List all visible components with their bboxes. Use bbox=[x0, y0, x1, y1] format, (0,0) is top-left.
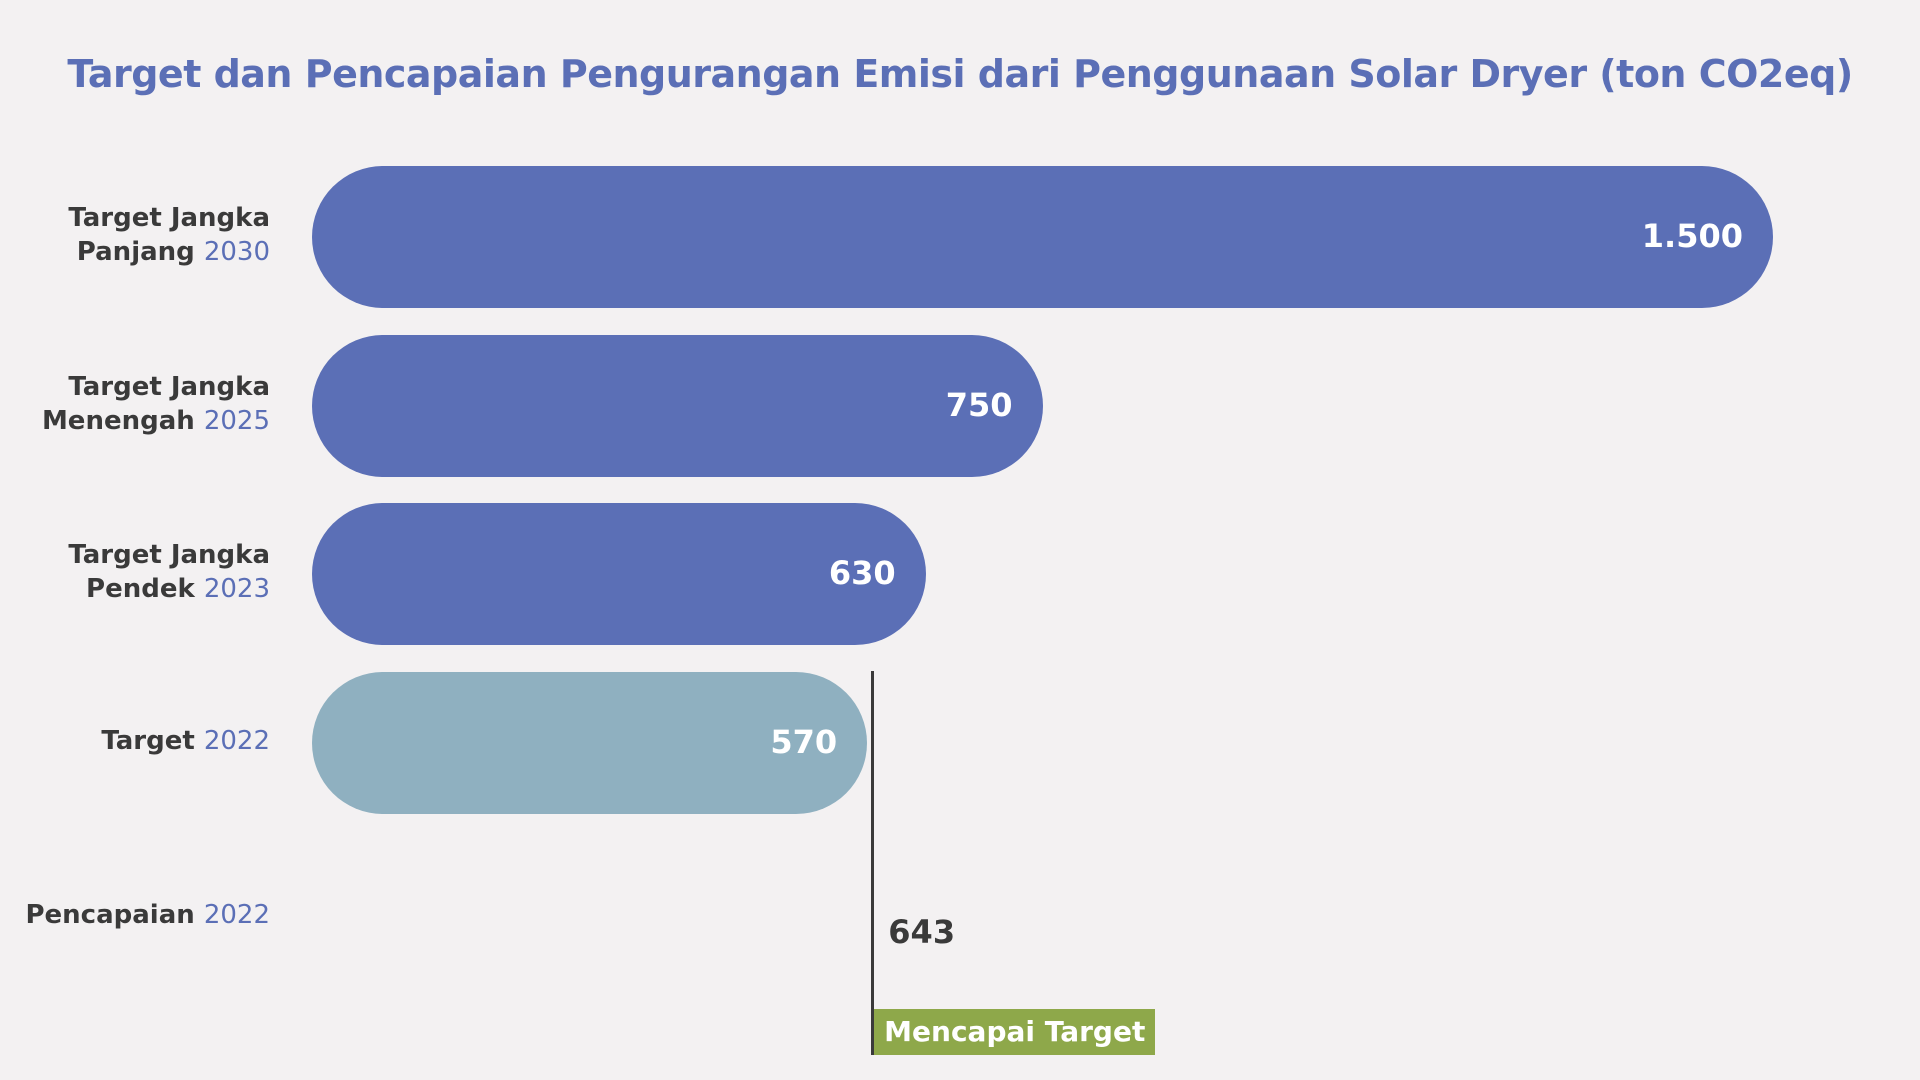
category-year: 2030 bbox=[203, 237, 270, 267]
bar bbox=[312, 166, 1773, 308]
achievement-value-label: 643 bbox=[888, 913, 956, 951]
category-name: Target Jangka Panjang bbox=[68, 203, 270, 267]
bar-value-label: 570 bbox=[770, 722, 838, 761]
category-label: Target 2022 bbox=[10, 724, 270, 758]
bar bbox=[312, 334, 1043, 477]
category-label: Target Jangka Menengah 2025 bbox=[10, 370, 270, 438]
bar bbox=[312, 503, 926, 645]
category-year: 2025 bbox=[203, 405, 270, 436]
category-name: Target Jangka Pendek bbox=[68, 540, 270, 604]
category-label: Target Jangka Pendek 2023 bbox=[10, 538, 270, 606]
category-name: Target Jangka Menengah bbox=[41, 371, 270, 436]
category-year: 2023 bbox=[203, 574, 270, 604]
bar-value-label: 630 bbox=[828, 554, 896, 592]
bar-value-label: 1.500 bbox=[1641, 217, 1743, 255]
category-year: 2022 bbox=[203, 725, 270, 756]
category-name: Target bbox=[101, 725, 204, 756]
bar bbox=[312, 671, 868, 814]
category-year: 2022 bbox=[203, 900, 270, 930]
reference-badge: Mencapai Target bbox=[874, 1009, 1156, 1055]
category-label: Target Jangka Panjang 2030 bbox=[10, 201, 270, 269]
chart-title: Target dan Pencapaian Pengurangan Emisi … bbox=[67, 52, 1853, 96]
category-name: Pencapaian bbox=[25, 900, 204, 930]
category-label: Pencapaian 2022 bbox=[10, 898, 270, 932]
reference-line bbox=[871, 671, 875, 1055]
bar-value-label: 750 bbox=[945, 385, 1013, 424]
